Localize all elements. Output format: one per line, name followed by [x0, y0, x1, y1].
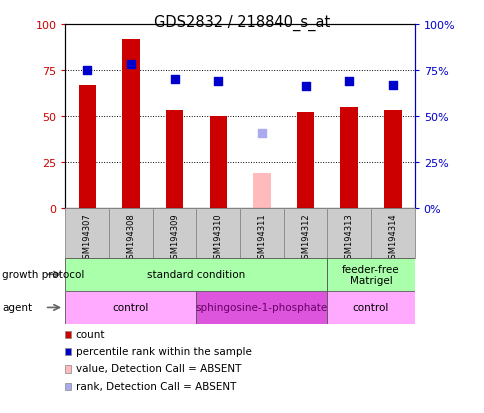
Bar — [327, 291, 414, 324]
Bar — [327, 209, 370, 258]
Text: growth protocol: growth protocol — [2, 270, 85, 280]
Bar — [122, 40, 139, 209]
Point — [345, 78, 352, 85]
Bar — [196, 291, 327, 324]
Bar — [152, 209, 196, 258]
Point — [301, 84, 309, 90]
Point — [127, 62, 135, 69]
Bar — [209, 116, 227, 209]
Point — [214, 78, 222, 85]
Bar — [78, 85, 96, 209]
Text: rank, Detection Call = ABSENT: rank, Detection Call = ABSENT — [76, 381, 235, 391]
Text: GSM194312: GSM194312 — [301, 213, 309, 263]
Bar — [196, 209, 240, 258]
Bar — [327, 258, 414, 291]
Text: GSM194314: GSM194314 — [388, 213, 396, 263]
Text: percentile rank within the sample: percentile rank within the sample — [76, 346, 251, 356]
Text: GSM194310: GSM194310 — [213, 213, 222, 263]
Bar — [370, 209, 414, 258]
Point — [388, 82, 396, 89]
Text: GSM194307: GSM194307 — [83, 213, 91, 263]
Bar — [166, 111, 183, 209]
Point — [170, 77, 178, 83]
Bar — [340, 107, 357, 209]
Bar — [65, 209, 109, 258]
Text: agent: agent — [2, 303, 32, 313]
Bar — [383, 111, 401, 209]
Text: control: control — [352, 303, 388, 313]
Text: GSM194311: GSM194311 — [257, 213, 266, 263]
Bar — [65, 291, 196, 324]
Text: sphingosine-1-phosphate: sphingosine-1-phosphate — [196, 303, 327, 313]
Bar — [240, 209, 283, 258]
Text: standard condition: standard condition — [147, 270, 245, 280]
Bar — [109, 209, 152, 258]
Point — [83, 67, 91, 74]
Text: value, Detection Call = ABSENT: value, Detection Call = ABSENT — [76, 363, 241, 373]
Bar — [283, 209, 327, 258]
Text: count: count — [76, 329, 105, 339]
Text: GSM194309: GSM194309 — [170, 213, 179, 263]
Text: GSM194308: GSM194308 — [126, 213, 135, 263]
Text: feeder-free
Matrigel: feeder-free Matrigel — [342, 264, 399, 285]
Text: GDS2832 / 218840_s_at: GDS2832 / 218840_s_at — [154, 14, 330, 31]
Point — [257, 130, 265, 137]
Bar — [253, 173, 270, 209]
Bar — [296, 113, 314, 209]
Text: GSM194313: GSM194313 — [344, 213, 353, 263]
Text: control: control — [112, 303, 149, 313]
Bar — [65, 258, 327, 291]
